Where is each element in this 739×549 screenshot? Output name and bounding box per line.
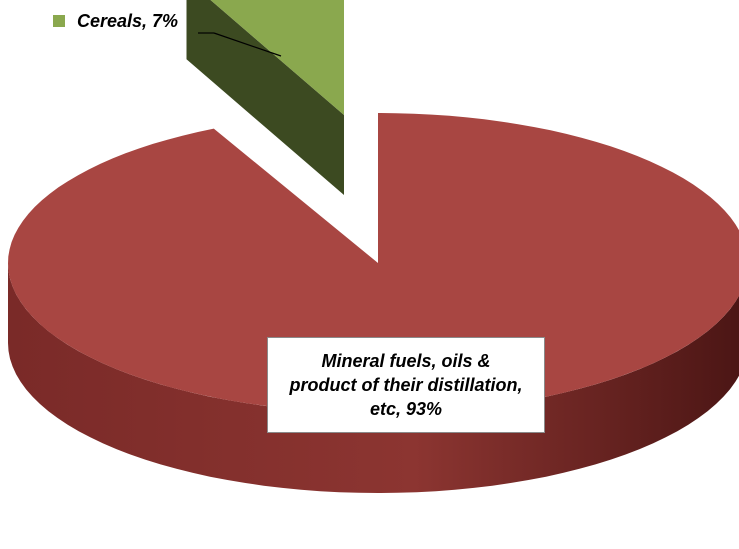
mineral-fuels-label-line-1: Mineral fuels, oils &	[321, 351, 491, 371]
mineral-fuels-data-label: Mineral fuels, oils & product of their d…	[267, 337, 545, 433]
slice-cereals	[210, 0, 344, 115]
cereals-leader-line-diag	[213, 32, 282, 57]
mineral-fuels-label-line-3: etc, 93%	[369, 399, 443, 419]
cereals-label-text: Cereals, 7%	[77, 10, 179, 31]
slice-cereals-side	[186, 0, 344, 195]
slice-mineral-fuels-side	[8, 263, 739, 493]
mineral-fuels-label-line-2: product of their distillation,	[289, 375, 523, 395]
slice-mineral-fuels	[8, 113, 739, 413]
cereals-data-label: Cereals, 7%	[53, 10, 178, 32]
cereals-legend-swatch	[53, 15, 65, 27]
